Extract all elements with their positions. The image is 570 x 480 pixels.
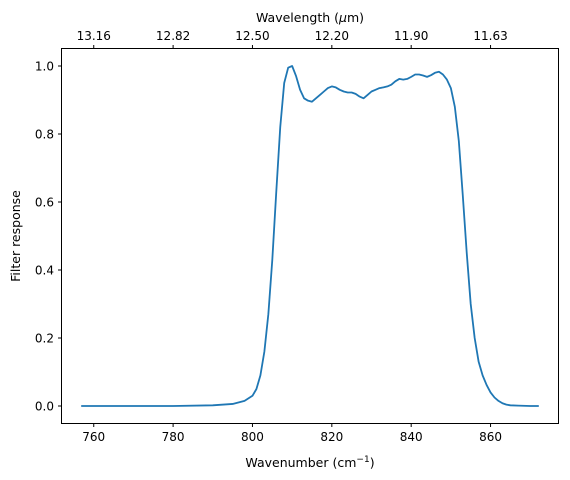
x-tick-label: 840 <box>400 430 423 444</box>
x-axis-label: Wavenumber (cm−1) <box>245 455 374 470</box>
top-tick-label: 11.90 <box>394 29 428 43</box>
top-tick-label: 11.63 <box>473 29 507 43</box>
y-tick-label: 0.0 <box>35 400 54 414</box>
x-tick-label: 800 <box>241 430 264 444</box>
x-tick-label: 820 <box>320 430 343 444</box>
plot-area <box>80 65 540 407</box>
y-tick-label: 0.6 <box>35 196 54 210</box>
x-tick-label: 760 <box>82 430 105 444</box>
top-tick-label: 12.50 <box>235 29 269 43</box>
top-tick-label: 12.82 <box>156 29 190 43</box>
y-axis-label: Filter response <box>8 190 23 282</box>
y-tick-label: 0.8 <box>35 128 54 142</box>
x-tick-label: 860 <box>479 430 502 444</box>
axes-frame <box>61 48 559 424</box>
y-tick-label: 0.2 <box>35 332 54 346</box>
x-tick-label: 780 <box>162 430 185 444</box>
top-tick-label: 13.16 <box>77 29 111 43</box>
ticks: 760 780 800 820 840 860 0.0 0.2 0.4 0.6 0.8 1.0 13.1… <box>35 29 508 444</box>
y-tick-label: 1.0 <box>35 60 54 74</box>
y-tick-label: 0.4 <box>35 264 54 278</box>
series-line-0 <box>80 65 540 407</box>
top-axis-label: Wavelength (μm) <box>256 10 364 25</box>
top-tick-label: 12.20 <box>315 29 349 43</box>
